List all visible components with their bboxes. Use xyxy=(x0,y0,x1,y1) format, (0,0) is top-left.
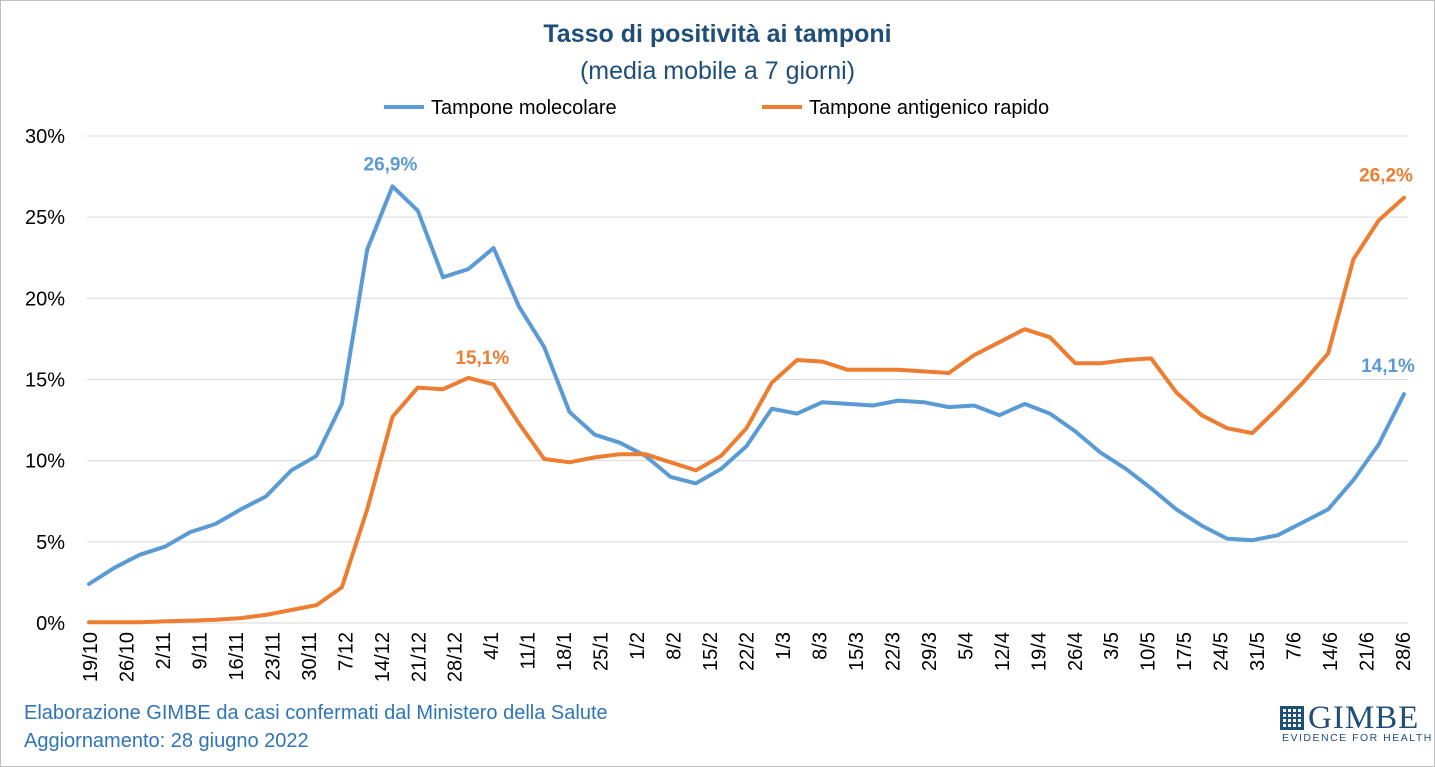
x-tick-label: 7/6 xyxy=(1284,632,1306,660)
x-tick-label: 9/11 xyxy=(189,632,211,669)
series-line-0 xyxy=(87,184,1406,586)
x-tick-label: 3/5 xyxy=(1101,632,1123,660)
data-label: 26,2% xyxy=(1359,166,1413,187)
y-tick-label: 5% xyxy=(36,532,65,554)
logo-word: GIMBE xyxy=(1308,700,1420,736)
x-tick-label: 19/4 xyxy=(1028,632,1050,671)
x-tick-label: 22/2 xyxy=(737,632,759,671)
x-tick-label: 15/3 xyxy=(846,632,868,671)
x-tick-label: 1/2 xyxy=(627,632,649,660)
x-tick-label: 14/12 xyxy=(372,632,394,682)
x-tick-label: 24/5 xyxy=(1211,632,1233,671)
x-tick-label: 5/4 xyxy=(955,632,977,660)
x-tick-label: 21/12 xyxy=(408,632,430,682)
x-tick-label: 19/10 xyxy=(80,632,102,682)
logo-mark-icon xyxy=(1280,706,1304,730)
y-tick-label: 10% xyxy=(25,451,65,473)
x-tick-label: 31/5 xyxy=(1247,632,1269,671)
x-tick-label: 8/2 xyxy=(664,632,686,660)
y-tick-label: 15% xyxy=(25,370,65,392)
x-tick-label: 28/6 xyxy=(1393,632,1415,671)
x-tick-label: 23/11 xyxy=(262,632,284,681)
x-tick-label: 14/6 xyxy=(1320,632,1342,671)
series-lines xyxy=(87,184,1406,625)
data-label: 15,1% xyxy=(455,348,509,369)
y-tick-label: 25% xyxy=(25,207,65,229)
data-label: 14,1% xyxy=(1361,356,1415,377)
chart-subtitle: (media mobile a 7 giorni) xyxy=(579,57,856,85)
x-tick-label: 26/10 xyxy=(116,632,138,682)
x-tick-label: 11/1 xyxy=(518,632,540,669)
x-tick-label: 25/1 xyxy=(591,632,613,671)
y-tick-label: 30% xyxy=(25,126,65,148)
x-tick-label: 12/4 xyxy=(992,632,1014,671)
x-tick-label: 28/12 xyxy=(445,632,467,682)
x-tick-label: 8/3 xyxy=(809,632,831,660)
y-tick-label: 0% xyxy=(36,613,65,635)
x-tick-label: 1/3 xyxy=(773,632,795,660)
x-axis-ticks: 19/10 26/10 2/11 9/11 16/11 23/11 30/11 7/12 14/… xyxy=(80,632,1415,682)
y-axis-ticks: 0% 5% 10% 15% 20% 25% 30% xyxy=(25,126,65,635)
x-tick-label: 10/5 xyxy=(1138,632,1160,671)
x-tick-label: 15/2 xyxy=(700,632,722,671)
x-tick-label: 22/3 xyxy=(882,632,904,671)
x-tick-label: 4/1 xyxy=(481,632,503,660)
legend: Tampone molecolare Tampone antigenico rap… xyxy=(384,97,1049,119)
x-tick-label: 17/5 xyxy=(1174,632,1196,671)
chart-title: Tasso di positività ai tamponi xyxy=(543,20,892,48)
x-tick-label: 7/12 xyxy=(335,632,357,671)
grid-lines xyxy=(87,135,1408,624)
x-tick-label: 16/11 xyxy=(226,632,248,681)
series-line-1 xyxy=(87,195,1406,625)
data-label: 26,9% xyxy=(364,154,418,175)
source-note: Elaborazione GIMBE da casi confermati da… xyxy=(24,702,608,724)
x-tick-label: 26/4 xyxy=(1065,632,1087,671)
update-note: Aggiornamento: 28 giugno 2022 xyxy=(24,730,309,752)
y-tick-label: 20% xyxy=(25,288,65,310)
logo-tagline: EVIDENCE FOR HEALTH xyxy=(1282,732,1433,744)
x-tick-label: 30/11 xyxy=(299,632,321,681)
x-tick-label: 18/1 xyxy=(554,632,576,671)
x-tick-label: 29/3 xyxy=(919,632,941,671)
x-tick-label: 2/11 xyxy=(153,632,175,669)
gimbe-logo: GIMBE EVIDENCE FOR HEALTH xyxy=(1280,700,1431,748)
legend-label: Tampone molecolare xyxy=(431,97,617,119)
legend-label: Tampone antigenico rapido xyxy=(809,97,1049,119)
data-annotations: 26,9% 15,1% 26,2% 14,1% xyxy=(364,154,1416,377)
x-tick-label: 21/6 xyxy=(1357,632,1379,671)
